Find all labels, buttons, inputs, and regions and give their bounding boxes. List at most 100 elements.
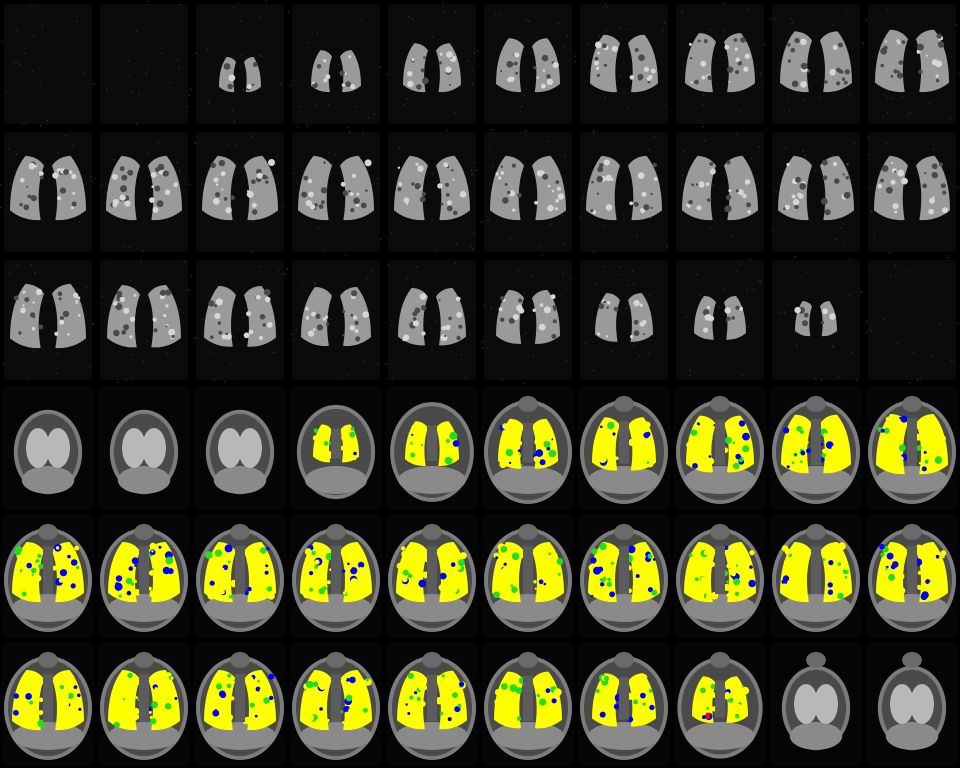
ventilation-class-patch: [732, 462, 740, 470]
signal-texture: [68, 170, 73, 174]
signal-texture: [56, 196, 62, 201]
signal-texture: [845, 176, 849, 180]
ventilation-class-patch: [886, 565, 889, 569]
ventilation-class-patch: [122, 698, 126, 701]
ventilation-class-patch: [651, 565, 655, 569]
ventilation-class-patch: [821, 452, 827, 458]
left-lung-signal: [202, 156, 236, 221]
signal-texture: [129, 316, 136, 322]
ventilation-class-patch: [544, 433, 553, 442]
ventilation-class-patch: [880, 552, 885, 557]
right-lung-signal: [532, 290, 560, 344]
ventilation-class-patch: [651, 589, 658, 596]
signal-texture: [23, 204, 30, 211]
signal-texture: [838, 69, 843, 74]
signal-texture: [417, 165, 424, 172]
ventilation-class-patch: [594, 707, 598, 711]
signal-texture: [922, 183, 927, 189]
ventilation-class-patch: [749, 565, 753, 569]
signal-texture: [246, 311, 252, 317]
ventilation-class-patch: [441, 674, 445, 678]
signal-texture: [653, 177, 658, 181]
ventilation-class-patch: [160, 700, 164, 704]
slice-0-3: [288, 0, 384, 128]
ventilation-class-patch: [800, 460, 803, 464]
signal-texture: [456, 335, 461, 341]
ventilation-class-patch: [690, 551, 698, 559]
signal-texture: [227, 83, 233, 90]
ventilation-class-patch: [135, 696, 139, 699]
ventilation-class-patch: [149, 717, 157, 725]
ventilation-class-patch: [449, 455, 453, 459]
signal-texture: [534, 200, 538, 205]
signal-texture: [62, 310, 70, 318]
ventilation-class-patch: [890, 564, 896, 570]
ventilation-class-patch: [898, 444, 906, 452]
ventilation-class-patch: [494, 699, 501, 706]
ventilation-class-patch: [844, 576, 848, 579]
ventilation-class-patch: [419, 700, 426, 707]
ventilation-class-patch: [125, 577, 133, 585]
slice-0-4: [384, 0, 480, 128]
ventilation-class-patch: [803, 439, 809, 445]
signal-texture: [422, 77, 429, 85]
ventilation-class-patch: [607, 719, 611, 723]
ventilation-class-patch: [216, 683, 223, 690]
ventilation-class-patch: [263, 697, 270, 704]
ventilation-class-patch: [216, 723, 220, 727]
ventilation-class-patch: [410, 452, 416, 458]
mediastinum: [811, 418, 821, 466]
ventilation-class-patch: [352, 702, 359, 708]
abdomen: [780, 466, 852, 494]
ventilation-class-patch: [326, 580, 331, 585]
ventilation-class-patch: [500, 546, 508, 553]
ventilation-class-patch: [604, 569, 609, 574]
signal-texture: [397, 187, 402, 192]
ventilation-class-patch: [418, 579, 427, 588]
ventilation-class-patch: [74, 545, 80, 551]
ventilation-class-patch: [356, 573, 364, 582]
signal-texture: [20, 177, 25, 183]
ventilation-class-patch: [229, 594, 233, 599]
signal-texture: [348, 190, 351, 193]
ventilation-class-patch: [543, 700, 546, 703]
signal-texture: [698, 181, 705, 188]
signal-texture: [155, 167, 160, 172]
ventilation-class-patch: [894, 582, 903, 590]
ventilation-class-patch: [115, 575, 123, 582]
ventilation-class-patch: [802, 562, 807, 567]
ventilation-class-patch: [440, 451, 443, 455]
signal-texture: [539, 303, 544, 307]
signal-texture: [348, 55, 352, 59]
ventilation-class-patch: [407, 573, 413, 579]
ventilation-class-patch: [643, 432, 650, 439]
ventilation-class-patch: [538, 579, 544, 585]
signal-texture: [725, 319, 728, 322]
signal-texture: [262, 174, 267, 180]
signal-texture: [228, 66, 231, 69]
slice-image: [865, 256, 959, 384]
ventilation-class-patch: [458, 696, 465, 703]
ventilation-class-patch: [226, 683, 232, 689]
ventilation-class-patch: [536, 693, 540, 698]
red-region: [706, 712, 710, 719]
ventilation-class-patch: [607, 577, 611, 582]
slice-image: [385, 260, 480, 380]
left-lung-signal: [586, 156, 620, 221]
ventilation-class-patch: [69, 674, 75, 680]
signal-texture: [111, 173, 118, 180]
signal-texture: [829, 69, 836, 76]
signal-texture: [931, 163, 938, 170]
ventilation-class-patch: [149, 590, 157, 598]
slice-4-9: [864, 512, 960, 640]
slice-image: [770, 514, 862, 638]
ventilation-class-patch: [314, 441, 319, 446]
ventilation-class-patch: [703, 690, 712, 699]
noise: [481, 269, 572, 384]
ventilation-class-patch: [414, 705, 419, 711]
signal-texture: [407, 80, 414, 88]
signal-texture: [438, 299, 441, 302]
ventilation-class-patch: [317, 680, 320, 683]
signal-texture: [502, 197, 509, 204]
ventilation-class-patch: [341, 434, 348, 441]
